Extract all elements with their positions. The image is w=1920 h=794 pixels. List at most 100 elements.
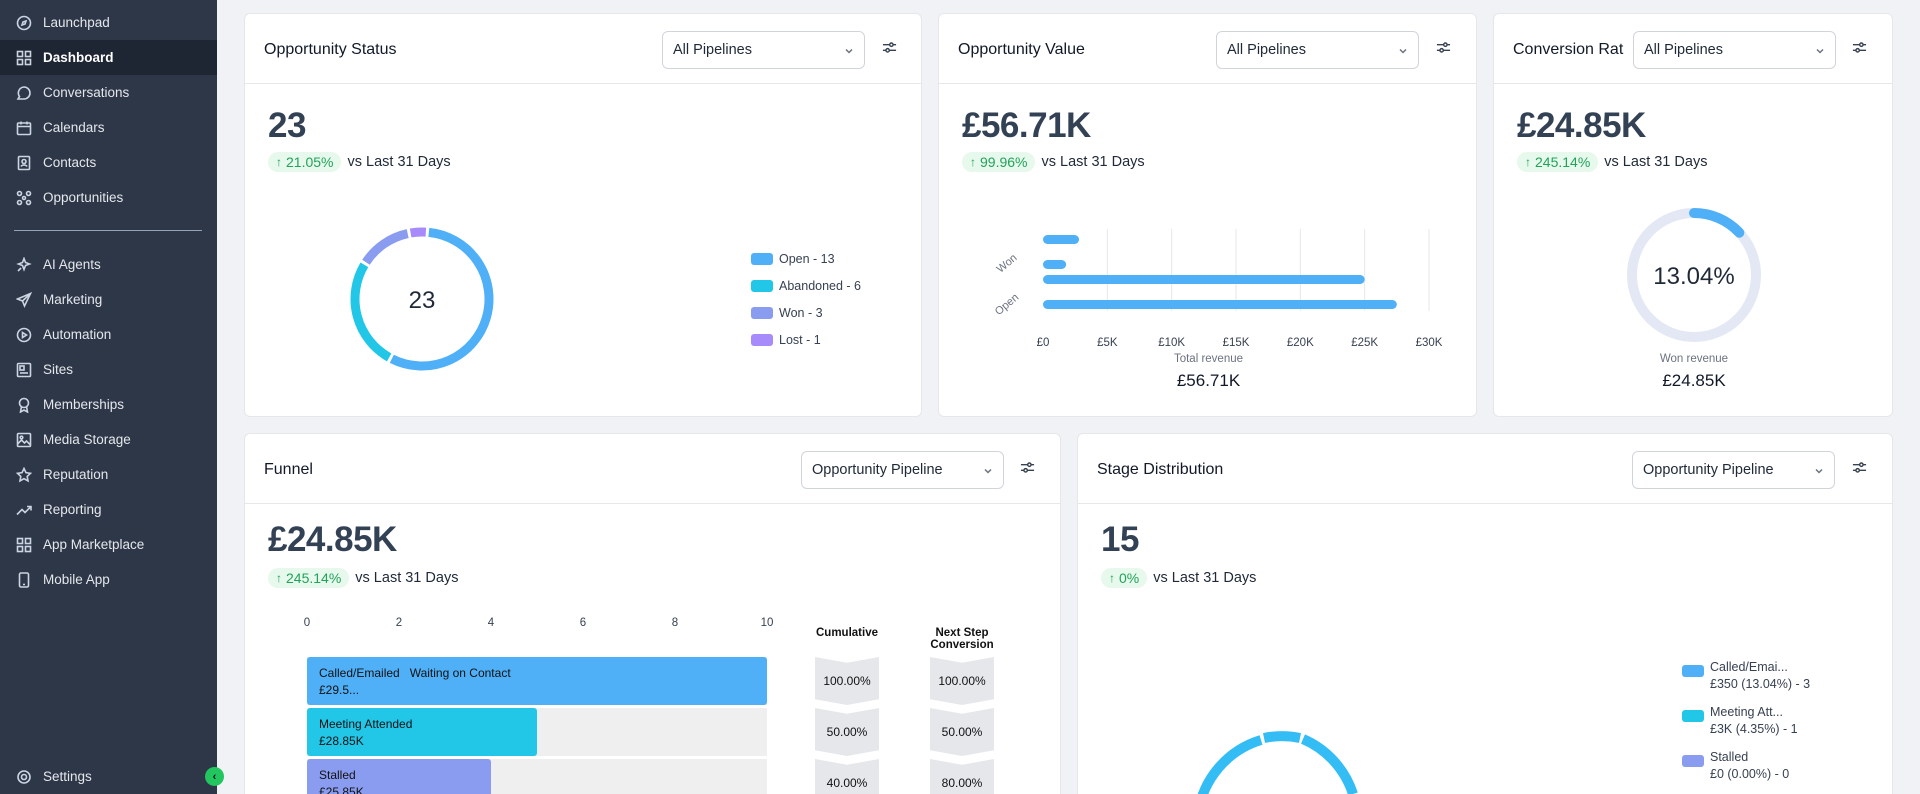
metric-delta: ↑ 21.05% vs Last 31 Days [268,152,451,172]
delta-percent: 0% [1119,570,1140,586]
metric-delta: ↑ 245.14% vs Last 31 Days [268,568,458,588]
sidebar-item-reporting[interactable]: Reporting [0,492,217,527]
x-tick-label: £5K [1097,337,1118,349]
sidebar-item-automation[interactable]: Automation [0,317,217,352]
card-title: Opportunity Status [264,41,397,58]
footer-label: Total revenue [1173,353,1244,365]
arrow-up-icon: ↑ [970,155,976,169]
funnel-bar[interactable]: Meeting Attended £28.85K [307,708,537,756]
delta-badge: ↑ 245.14% [1517,152,1599,172]
sidebar-item-calendars[interactable]: Calendars [0,110,217,145]
next-step-header: Next Step Conversion [930,627,994,651]
sites-icon [16,362,32,378]
ring-label: 13.04% [1653,263,1734,290]
pipeline-select[interactable]: All Pipelines [662,31,865,69]
select-value: All Pipelines [673,42,752,58]
delta-percent: 245.14% [286,570,342,586]
sidebar-item-label: Opportunities [43,190,124,205]
header-line: Next Step [935,627,989,639]
filter-settings-button[interactable] [1433,40,1453,60]
bar-open [1043,275,1365,284]
card-header: Conversion Rat All Pipelines [1494,14,1892,84]
sidebar-item-label: Media Storage [43,432,131,447]
sidebar-item-app-marketplace[interactable]: App Marketplace [0,527,217,562]
legend-line: Meeting Att... [1710,705,1783,719]
legend-label: Lost - 1 [779,333,821,347]
select-value: Opportunity Pipeline [812,462,943,478]
rocket-icon [16,15,32,31]
chevron-down-icon [1814,464,1824,474]
pipeline-select[interactable]: All Pipelines [1216,31,1419,69]
cumulative-cell: 40.00% [815,759,879,794]
footer-value: £56.71K [1176,371,1241,390]
filter-settings-button[interactable] [1017,460,1037,480]
funnel-bar[interactable]: Stalled £25.85K [307,759,491,794]
sidebar-item-media-storage[interactable]: Media Storage [0,422,217,457]
delta-label: vs Last 31 Days [355,570,459,586]
funnel-stage-amount: £29.5... [319,683,360,697]
delta-label: vs Last 31 Days [1041,154,1145,170]
sidebar-item-mobile-app[interactable]: Mobile App [0,562,217,597]
sidebar: Launchpad Dashboard Conversations Calend… [0,0,224,794]
sidebar-item-reputation[interactable]: Reputation [0,457,217,492]
legend-label: Abandoned - 6 [779,279,862,293]
sidebar-item-ai-agents[interactable]: AI Agents [0,247,217,282]
legend-text: Stalled £0 (0.00%) - 0 [1710,749,1789,783]
x-tick-label: 4 [487,617,495,629]
send-icon [16,291,32,308]
x-tick-label: 6 [579,617,587,629]
card-header: Opportunity Value All Pipelines [939,14,1476,84]
sidebar-item-label: Settings [43,769,92,784]
legend-line: £3K (4.35%) - 1 [1710,722,1798,736]
sidebar-item-opportunities[interactable]: Opportunities [0,180,217,215]
sidebar-item-label: Automation [43,327,112,342]
sidebar-item-sites[interactable]: Sites [0,352,217,387]
sidebar-item-marketing[interactable]: Marketing [0,282,217,317]
funnel-stage-amount: £25.85K [319,785,364,794]
select-value: All Pipelines [1227,42,1306,58]
sidebar-item-settings[interactable]: Settings [0,759,217,794]
bar-won [1043,260,1067,269]
donut-center-label: 23 [409,287,436,314]
sidebar-item-contacts[interactable]: Contacts [0,145,217,180]
sidebar-item-memberships[interactable]: Memberships [0,387,217,422]
grid-icon [16,50,32,66]
delta-badge: ↑ 0% [1101,568,1148,588]
metric-value: £24.85K [1517,106,1646,145]
image-icon [16,432,32,448]
value-bar-chart: £0 £5K £10K £15K £20K £25K £30K Won Open [993,229,1443,349]
sidebar-item-launchpad[interactable]: Launchpad [0,5,217,40]
legend-item: Abandoned - 6 [751,279,861,293]
arrow-up-icon: ↑ [276,571,282,585]
sliders-icon [1436,40,1451,60]
sidebar-item-dashboard[interactable]: Dashboard [0,40,217,75]
footer-value: £24.85K [1662,371,1726,390]
sidebar-item-label: Reporting [43,502,102,517]
conversion-rate-card: Conversion Rat All Pipelines £24.85K ↑ 24… [1493,13,1893,417]
arrow-up-icon: ↑ [1525,155,1531,169]
chevron-down-icon [1815,44,1825,54]
filter-settings-button[interactable] [1849,40,1869,60]
bar-won [1043,235,1080,244]
funnel-stage-name: Stalled [319,768,356,782]
pipeline-select[interactable]: Opportunity Pipeline [1632,451,1835,489]
delta-label: vs Last 31 Days [1153,570,1257,586]
sidebar-item-conversations[interactable]: Conversations [0,75,217,110]
y-category-label: Open [993,291,1021,317]
sidebar-item-label: Sites [43,362,74,377]
pipeline-select[interactable]: Opportunity Pipeline [801,451,1004,489]
filter-settings-button[interactable] [1849,460,1869,480]
pipeline-select[interactable]: All Pipelines [1633,31,1836,69]
next-step-cell: 80.00% [930,759,994,794]
funnel-bar[interactable]: Called/Emailed Waiting on Contact £29.5.… [307,657,767,705]
filter-settings-button[interactable] [879,40,899,60]
metric-delta: ↑ 245.14% vs Last 31 Days [1517,152,1707,172]
stage-donut-chart [1197,731,1358,794]
legend-item: Called/Emai... £350 (13.04%) - 3 [1682,659,1810,693]
x-tick-label: £10K [1158,337,1185,349]
card-title: Opportunity Value [958,41,1085,58]
metric-value: £24.85K [268,520,397,559]
y-category-label: Won [995,252,1020,276]
collapse-sidebar-button[interactable]: ‹ [205,767,224,786]
delta-badge: ↑ 99.96% [962,152,1036,172]
